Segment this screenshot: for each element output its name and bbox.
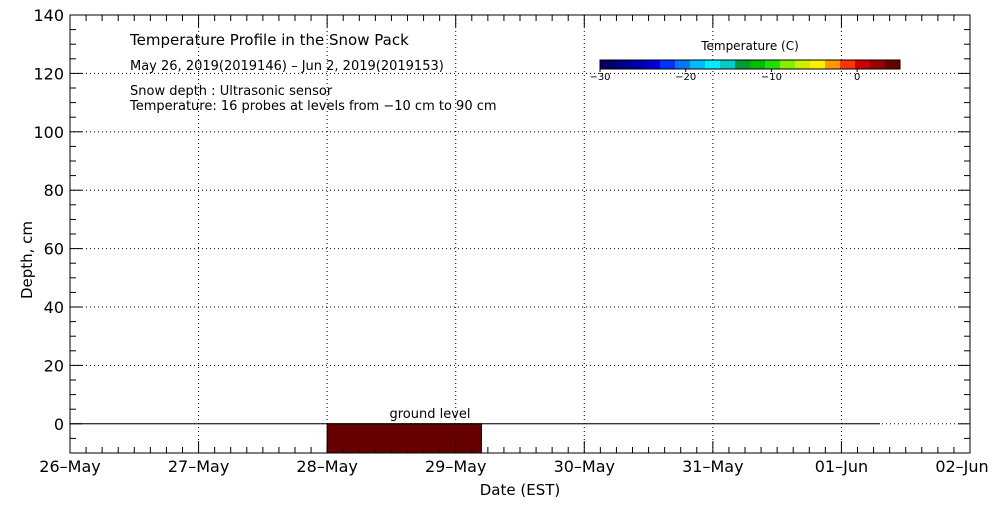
colorbar-cell: [720, 60, 736, 69]
chart-title: Temperature Profile in the Snow Pack: [129, 31, 409, 49]
plot-frame: [69, 14, 971, 454]
colorbar-cell: [615, 60, 631, 69]
x-tick-label: 27–May: [168, 457, 229, 476]
y-tick-label: 40: [44, 298, 64, 317]
temperature-cell: [326, 423, 482, 454]
colorbar-tick-label: −20: [675, 72, 696, 83]
temperature-note: Temperature: 16 probes at levels from −1…: [129, 99, 497, 114]
colorbar-cell: [750, 60, 766, 69]
colorbar-cell: [855, 60, 871, 69]
colorbar-cell: [645, 60, 661, 69]
colorbar-cell: [810, 60, 826, 69]
colorbar-cell: [840, 60, 856, 69]
colorbar-frame: [599, 59, 901, 70]
y-tick-label: 20: [44, 356, 64, 375]
colorbar-cell: [795, 60, 811, 69]
grid-layer: [70, 15, 970, 453]
colorbar-tick-label: −10: [761, 72, 782, 83]
x-tick-label: 28–May: [296, 457, 357, 476]
colorbar-cell: [735, 60, 751, 69]
colorbar-cell: [675, 60, 691, 69]
colorbar-cells: [599, 59, 901, 70]
colorbar-cell: [660, 60, 676, 69]
colorbar-cell: [765, 60, 781, 69]
date-range-text: May 26, 2019(2019146) – Jun 2, 2019(2019…: [130, 59, 444, 74]
colorbar-cell: [630, 60, 646, 69]
y-tick-label: 100: [33, 123, 64, 142]
y-axis-title: Depth, cm: [18, 221, 36, 299]
x-tick-label: 01–Jun: [815, 457, 868, 476]
x-tick-label: 30–May: [554, 457, 615, 476]
axes-layer: 0 20 40 60 80 100 120 140 26–May 27–May 28–May 29–M…: [33, 6, 988, 476]
y-tick-label: 80: [44, 181, 64, 200]
data-layer: ground level: [70, 407, 880, 454]
snow-depth-note: Snow depth : Ultrasonic sensor: [130, 84, 333, 99]
colorbar-cell: [825, 60, 841, 69]
colorbar-ticks: −30 −20 −10 0: [589, 69, 860, 83]
colorbar-cell: [780, 60, 796, 69]
colorbar-cell: [870, 60, 886, 69]
x-tick-label: 26–May: [39, 457, 100, 476]
y-tick-label: 140: [33, 6, 64, 25]
ground-level-label: ground level: [389, 407, 470, 422]
x-tick-label: 02–Jun: [935, 457, 988, 476]
colorbar-title: Temperature (C): [700, 39, 799, 53]
y-tick-label: 0: [54, 415, 64, 434]
x-tick-label: 31–May: [682, 457, 743, 476]
y-tick-label: 120: [33, 64, 64, 83]
colorbar-tick-label: −30: [589, 72, 610, 83]
colorbar-cell: [600, 60, 616, 69]
colorbar-cell: [705, 60, 721, 69]
colorbar: Temperature (C) −30 −20 −10 0: [589, 39, 901, 83]
x-tick-label: 29–May: [425, 457, 486, 476]
colorbar-cell: [885, 60, 901, 69]
colorbar-cell: [690, 60, 706, 69]
y-tick-label: 60: [44, 240, 64, 259]
x-axis-title: Date (EST): [480, 481, 561, 499]
colorbar-tick-label: 0: [854, 72, 860, 83]
